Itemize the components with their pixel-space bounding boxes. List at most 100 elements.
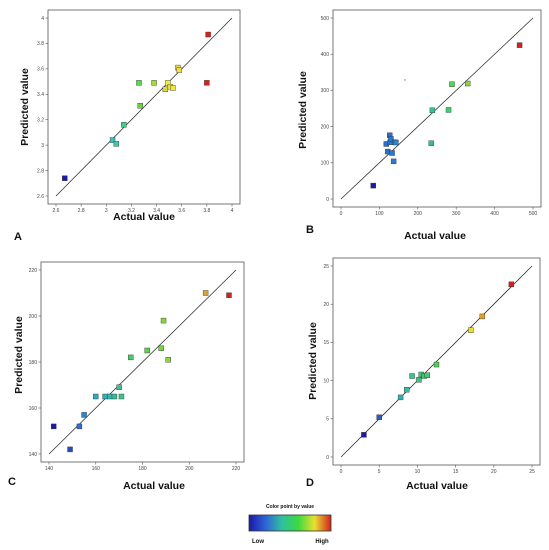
y-tick-label: 0: [326, 455, 329, 461]
data-point-c-7: [107, 393, 113, 400]
legend-low-label: Low: [252, 539, 264, 545]
x-tick-label: 3.8: [203, 208, 210, 214]
data-point-c-16: [202, 290, 209, 296]
x-axis-title-d: Actual value: [406, 480, 468, 492]
y-tick-label: 3.4: [37, 92, 44, 98]
y-tick-label: 100: [321, 161, 330, 167]
y-tick-label: 3.2: [37, 118, 44, 124]
data-point-a-7: [151, 80, 157, 86]
data-point-c-15: [165, 357, 171, 363]
y-tick-label: 2.6: [37, 194, 44, 200]
data-point-a-4: [121, 122, 127, 128]
legend-title: Color point by value: [266, 504, 314, 510]
panel-c: 140 160 180 200 220 140 160 180 200 220 Actual va…: [8, 261, 245, 492]
points-a: [62, 31, 211, 181]
data-point-d-11: [468, 327, 474, 333]
data-point-c-9: [116, 384, 122, 390]
x-tick-label: 4: [231, 208, 234, 214]
panel-label-a: A: [14, 231, 22, 243]
panel-label-b: B: [306, 224, 314, 236]
y-tick-label: 3.6: [37, 67, 44, 73]
panel-d: 0 5 10 15 20 25 0 5 10 15 20 25 Actual value Predic…: [306, 257, 541, 492]
data-point-d-10: [433, 361, 440, 368]
x-tick-label: 2.6: [53, 208, 60, 214]
data-point-b-8: [390, 158, 397, 165]
y-tick-label: 200: [321, 124, 330, 130]
data-point-c-2: [67, 446, 73, 453]
y-axis-title-d: Predicted value: [307, 322, 319, 400]
x-tick-label: 2.8: [78, 208, 85, 214]
data-point-d-5: [409, 373, 415, 379]
reference-line-d: [340, 265, 533, 458]
y-tick-label: 2.8: [37, 168, 44, 174]
y-tick-label: 25: [323, 264, 329, 270]
data-point-b-10: [393, 139, 399, 146]
data-point-b-16: [516, 42, 523, 48]
x-tick-label: 3: [105, 208, 108, 214]
y-tick-label: 500: [321, 16, 330, 22]
x-axis-title-c: Actual value: [123, 480, 185, 492]
axis-ticks-d: 0 5 10 15 20 25 0 5 10 15 20 25: [323, 264, 535, 475]
x-tick-label: 0: [340, 211, 343, 217]
y-tick-label: 3.8: [37, 41, 44, 47]
panel-label-d: D: [306, 477, 314, 489]
points-b: [370, 42, 523, 189]
axis-ticks-a: 2.6 2.8 3 3.2 3.4 3.6 3.8 4 2.6 2.8 3 3.2 3.4 3.6 3.8 4: [37, 16, 234, 214]
data-point-c-12: [144, 347, 150, 354]
data-point-c-1: [50, 423, 57, 430]
points-c: [50, 290, 232, 453]
data-point-c-17: [226, 292, 232, 298]
x-tick-label: 220: [232, 466, 241, 472]
x-tick-label: 400: [490, 211, 499, 217]
data-point-a-11: [170, 85, 176, 91]
data-point-b-14: [449, 81, 455, 87]
y-tick-label: 3: [41, 143, 44, 149]
points-d: [361, 281, 515, 438]
panel-b: 0 100 200 300 400 500 0 100 200 300 400 500 Actual …: [297, 9, 542, 242]
x-tick-label: 10: [415, 469, 421, 475]
axis-ticks-c: 140 160 180 200 220 140 160 180 200 220: [29, 268, 241, 472]
y-tick-label: 10: [323, 378, 329, 384]
data-point-a-8: [162, 86, 169, 92]
data-point-b-1: [370, 182, 376, 189]
data-point-b-6: [388, 136, 394, 142]
color-gradient-bar: [248, 514, 332, 532]
y-tick-label: 300: [321, 88, 330, 94]
x-tick-label: 0: [340, 469, 343, 475]
stray-mark-b: *: [404, 79, 406, 85]
x-tick-label: 25: [529, 469, 535, 475]
x-axis-title-b: Actual value: [404, 230, 466, 242]
x-tick-label: 200: [414, 211, 423, 217]
data-point-c-3: [76, 423, 83, 430]
x-tick-label: 200: [185, 466, 194, 472]
data-point-b-7: [389, 150, 395, 156]
data-point-c-6: [102, 393, 108, 400]
data-point-d-9: [424, 372, 431, 378]
data-point-c-13: [158, 345, 164, 351]
data-point-c-11: [128, 354, 134, 361]
data-point-c-14: [160, 317, 167, 324]
x-tick-label: 5: [378, 469, 381, 475]
data-point-a-6: [136, 80, 142, 86]
data-point-a-1: [62, 175, 68, 181]
x-tick-label: 3.2: [128, 208, 135, 214]
data-point-c-10: [118, 393, 125, 400]
legend-high-label: High: [315, 539, 329, 545]
x-tick-label: 100: [375, 211, 384, 217]
reference-line-b: [340, 17, 534, 200]
y-axis-title-c: Predicted value: [13, 316, 25, 394]
plot-frame-a: [47, 9, 241, 205]
x-axis-title-a: Actual value: [113, 211, 175, 223]
x-tick-label: 500: [529, 211, 538, 217]
y-axis-title-a: Predicted value: [19, 68, 31, 146]
data-point-a-15: [205, 31, 211, 38]
color-legend: Color point by value Low High: [248, 504, 332, 545]
y-tick-label: 0: [326, 197, 329, 203]
data-point-d-6: [416, 377, 422, 383]
data-point-d-1: [361, 432, 367, 438]
x-tick-label: 180: [138, 466, 147, 472]
reference-line-c: [48, 269, 237, 455]
panel-a: 2.6 2.8 3 3.2 3.4 3.6 3.8 4 2.6 2.8 3 3.2 3.4 3.6 3.8 4…: [14, 9, 241, 243]
data-point-d-4: [404, 387, 410, 393]
